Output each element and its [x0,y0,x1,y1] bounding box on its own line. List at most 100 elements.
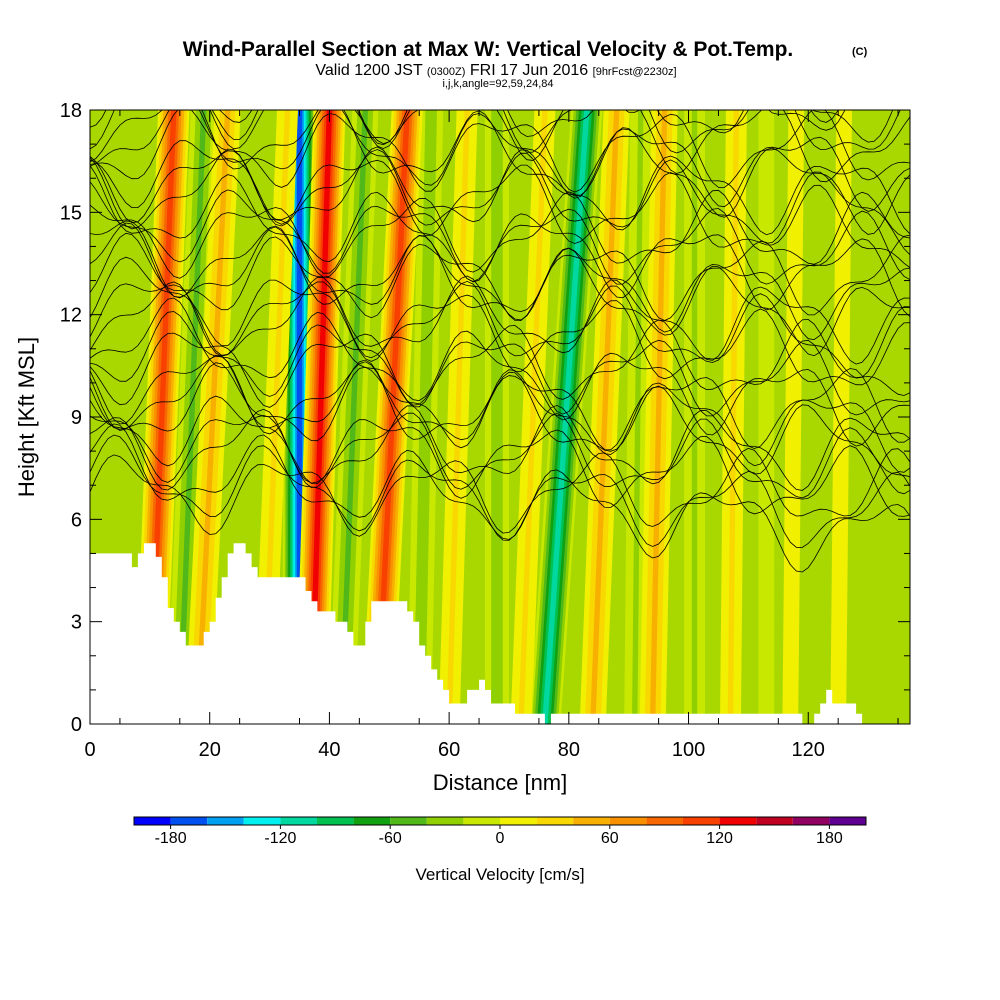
colorbar-swatch [463,817,500,825]
colorbar-tick-label: 180 [816,830,843,847]
plot-area [90,110,910,724]
downdraft-band [758,110,775,724]
colorbar-title: Vertical Velocity [cm/s] [415,865,584,884]
colorbar: -180 -120 -60 0 60 120 180 [133,816,867,847]
copyright-mark: (C) [852,46,868,58]
updraft-band [308,110,333,724]
x-tick-label: 40 [318,739,340,761]
x-tick-label: 100 [672,739,705,761]
colorbar-swatch [609,817,647,825]
colorbar-tick-label: 120 [706,830,733,847]
isentrope-line [90,362,910,451]
isentrope-line [90,110,901,154]
y-tick-label: 18 [60,100,82,122]
x-axis: 0 20 40 60 80 100 120 [84,110,899,761]
x-tick-label: 80 [558,739,580,761]
isentrope-line [90,395,910,517]
isentrope-line [90,280,910,379]
colorbar-swatch [573,817,610,825]
colorbar-swatch [426,817,464,825]
colorbar-swatch [646,817,683,825]
chart-subtitle: Valid 1200 JST (0300Z) FRI 17 Jun 2016 [… [315,62,676,79]
colorbar-swatch [500,817,537,825]
colorbar-tick-label: -120 [264,830,296,847]
updraft-band [374,110,410,724]
updraft-band [195,110,231,724]
x-tick-label: 120 [792,739,825,761]
isentrope-line [90,220,910,357]
colorbar-swatch [134,817,171,825]
downdraft-band [491,110,503,724]
colorbar-swatch [792,817,830,825]
x-tick-label: 60 [438,739,460,761]
downdraft-band [338,110,368,724]
isentrope-line [90,311,910,417]
y-axis-label: Height [Kft MSL] [14,337,39,497]
terrain-mask [90,543,910,724]
colorbar-swatch [719,817,757,825]
updraft-band [649,110,668,724]
y-tick-label: 0 [71,714,82,736]
y-axis: 0 3 6 9 12 15 18 [60,100,910,736]
y-tick-label: 6 [71,509,82,531]
updraft-band [518,110,548,724]
isentrope-line [90,256,910,386]
colorbar-swatch [390,817,427,825]
isentrope-line [90,404,910,491]
isentrope-line [90,297,910,447]
subtitle-date: FRI 17 Jun 2016 [470,62,588,79]
isentrope-line [624,110,846,131]
updraft-band [782,110,805,724]
isentrope-line [90,110,910,212]
chart-title-block: Wind-Parallel Section at Max W: Vertical… [183,38,868,90]
chart-title: Wind-Parallel Section at Max W: Vertical… [183,38,794,61]
isentrope-line [90,165,910,317]
colorbar-swatch [280,817,317,825]
isentrope-line [90,423,910,573]
colorbar-swatch [756,817,793,825]
updraft-band [830,110,852,724]
isentrope-line [90,447,910,537]
subtitle-valid: Valid 1200 JST [315,62,423,79]
updraft-band [590,110,620,724]
colorbar-tick-label: -60 [379,830,402,847]
y-tick-label: 15 [60,202,82,224]
colorbar-swatch [829,817,866,825]
isentrope-line [90,110,910,193]
colorbar-swatch [170,817,208,825]
isentrope-line [218,110,910,183]
subtitle-utc: (0300Z) [427,66,466,78]
isentrope-line [90,355,910,495]
x-tick-label: 0 [84,739,95,761]
isentrope-line [90,110,894,150]
colorbar-swatch [243,817,281,825]
isentrope-line [90,412,910,499]
potential-temperature-contours [90,110,910,573]
x-axis-label: Distance [nm] [433,770,568,795]
downdraft-band [413,110,437,724]
isentrope-line [90,149,910,256]
colorbar-tick-label: 0 [496,830,505,847]
isentrope-line [90,434,910,548]
chart-meta: i,j,k,angle=92,59,24,84 [442,78,553,90]
downdraft-band [177,110,207,724]
updraft-band [727,110,740,724]
y-tick-label: 9 [71,407,82,429]
isentrope-line [90,318,910,408]
y-tick-label: 12 [60,305,82,327]
isentrope-line [90,110,910,235]
updraft-band [260,110,291,724]
x-tick-label: 20 [199,739,221,761]
colorbar-swatch [683,817,720,825]
colorbar-tick-label: 60 [601,830,619,847]
colorbar-swatch [353,817,391,825]
colorbar-swatch [207,817,244,825]
y-tick-label: 3 [71,612,82,634]
isentrope-line [90,189,910,279]
subtitle-forecast: [9hrFcst@2230z] [593,66,677,78]
colorbar-swatch [317,817,354,825]
isentrope-line [90,181,910,285]
colorbar-swatch [536,817,574,825]
colorbar-tick-label: -180 [155,830,187,847]
